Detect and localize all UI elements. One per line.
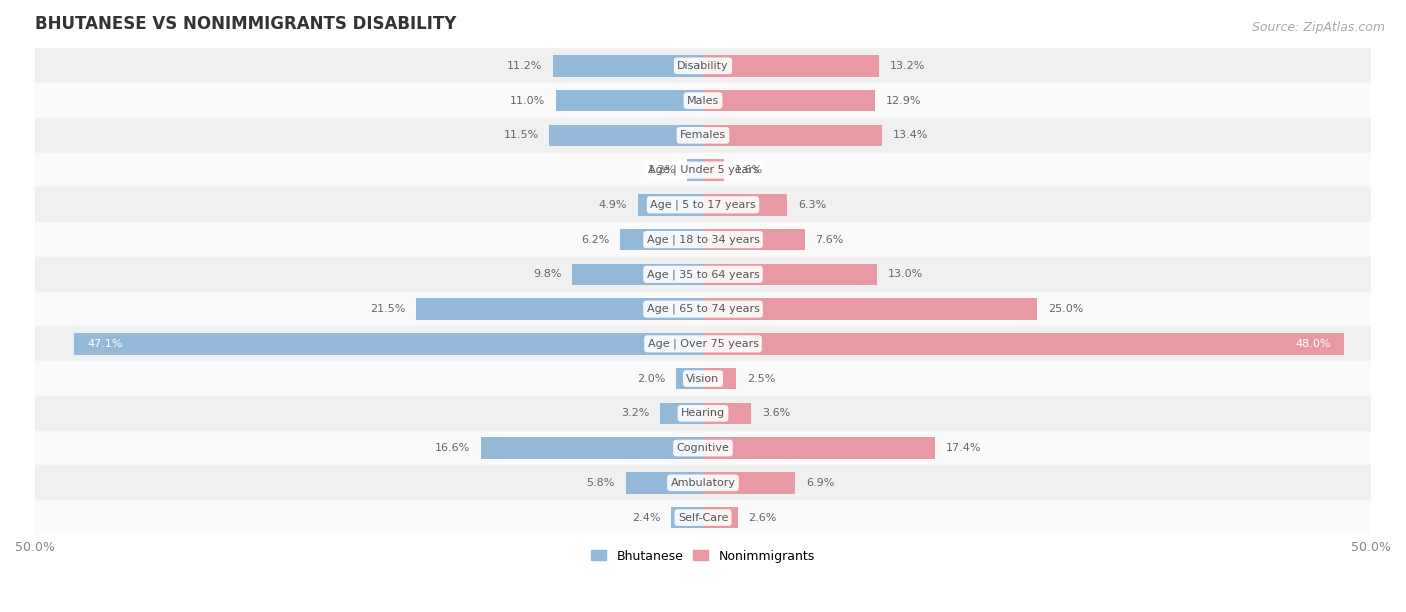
Bar xyxy=(637,194,703,215)
Bar xyxy=(703,264,877,285)
Bar xyxy=(35,431,1371,466)
Bar xyxy=(35,292,1371,326)
Text: BHUTANESE VS NONIMMIGRANTS DISABILITY: BHUTANESE VS NONIMMIGRANTS DISABILITY xyxy=(35,15,457,33)
Bar xyxy=(35,48,1371,83)
Bar xyxy=(554,55,703,76)
Text: 11.2%: 11.2% xyxy=(508,61,543,71)
Text: 9.8%: 9.8% xyxy=(533,269,561,279)
Bar xyxy=(555,90,703,111)
Text: 48.0%: 48.0% xyxy=(1295,339,1331,349)
Bar xyxy=(35,326,1371,361)
Text: Age | Over 75 years: Age | Over 75 years xyxy=(648,338,758,349)
Text: 21.5%: 21.5% xyxy=(370,304,405,314)
Text: Source: ZipAtlas.com: Source: ZipAtlas.com xyxy=(1251,21,1385,34)
Bar xyxy=(550,125,703,146)
Bar xyxy=(35,153,1371,187)
Text: Vision: Vision xyxy=(686,373,720,384)
Bar xyxy=(73,333,703,354)
Text: 1.2%: 1.2% xyxy=(648,165,676,175)
Text: 11.5%: 11.5% xyxy=(503,130,538,140)
Bar xyxy=(703,368,737,389)
Bar xyxy=(688,159,703,181)
Bar xyxy=(626,472,703,494)
Text: 6.3%: 6.3% xyxy=(797,200,827,210)
Bar xyxy=(703,90,876,111)
Text: 6.9%: 6.9% xyxy=(806,478,834,488)
Text: Self-Care: Self-Care xyxy=(678,513,728,523)
Text: 7.6%: 7.6% xyxy=(815,234,844,245)
Text: 5.8%: 5.8% xyxy=(586,478,614,488)
Text: 4.9%: 4.9% xyxy=(599,200,627,210)
Text: Age | Under 5 years: Age | Under 5 years xyxy=(648,165,758,175)
Text: 11.0%: 11.0% xyxy=(510,95,546,106)
Bar xyxy=(416,298,703,320)
Bar xyxy=(481,438,703,459)
Bar xyxy=(572,264,703,285)
Text: Age | 18 to 34 years: Age | 18 to 34 years xyxy=(647,234,759,245)
Bar xyxy=(35,222,1371,257)
Text: Disability: Disability xyxy=(678,61,728,71)
Bar xyxy=(703,125,882,146)
Text: 13.2%: 13.2% xyxy=(890,61,925,71)
Bar xyxy=(35,500,1371,535)
Text: 6.2%: 6.2% xyxy=(581,234,609,245)
Bar xyxy=(703,298,1038,320)
Text: 16.6%: 16.6% xyxy=(436,443,471,453)
Bar xyxy=(35,396,1371,431)
Bar xyxy=(703,507,738,528)
Legend: Bhutanese, Nonimmigrants: Bhutanese, Nonimmigrants xyxy=(586,545,820,567)
Bar xyxy=(703,159,724,181)
Text: Cognitive: Cognitive xyxy=(676,443,730,453)
Bar xyxy=(35,118,1371,153)
Bar xyxy=(703,229,804,250)
Bar xyxy=(35,361,1371,396)
Bar xyxy=(703,333,1344,354)
Bar xyxy=(35,187,1371,222)
Text: Males: Males xyxy=(688,95,718,106)
Text: 2.4%: 2.4% xyxy=(631,513,661,523)
Bar xyxy=(703,55,879,76)
Text: 1.6%: 1.6% xyxy=(735,165,763,175)
Text: Age | 35 to 64 years: Age | 35 to 64 years xyxy=(647,269,759,280)
Text: 2.0%: 2.0% xyxy=(637,373,665,384)
Bar xyxy=(35,466,1371,500)
Text: 2.5%: 2.5% xyxy=(747,373,776,384)
Text: Age | 65 to 74 years: Age | 65 to 74 years xyxy=(647,304,759,315)
Text: 2.6%: 2.6% xyxy=(748,513,776,523)
Bar xyxy=(676,368,703,389)
Text: 13.4%: 13.4% xyxy=(893,130,928,140)
Text: 17.4%: 17.4% xyxy=(946,443,981,453)
Bar xyxy=(661,403,703,424)
Bar xyxy=(35,83,1371,118)
Text: Hearing: Hearing xyxy=(681,408,725,419)
Bar xyxy=(703,472,796,494)
Bar xyxy=(703,194,787,215)
Text: Age | 5 to 17 years: Age | 5 to 17 years xyxy=(650,200,756,210)
Bar xyxy=(620,229,703,250)
Bar xyxy=(671,507,703,528)
Text: Females: Females xyxy=(681,130,725,140)
Text: Ambulatory: Ambulatory xyxy=(671,478,735,488)
Text: 12.9%: 12.9% xyxy=(886,95,921,106)
Text: 3.6%: 3.6% xyxy=(762,408,790,419)
Text: 13.0%: 13.0% xyxy=(887,269,922,279)
Text: 25.0%: 25.0% xyxy=(1047,304,1083,314)
Text: 3.2%: 3.2% xyxy=(621,408,650,419)
Bar xyxy=(35,257,1371,292)
Bar xyxy=(703,403,751,424)
Bar xyxy=(703,438,935,459)
Text: 47.1%: 47.1% xyxy=(87,339,122,349)
